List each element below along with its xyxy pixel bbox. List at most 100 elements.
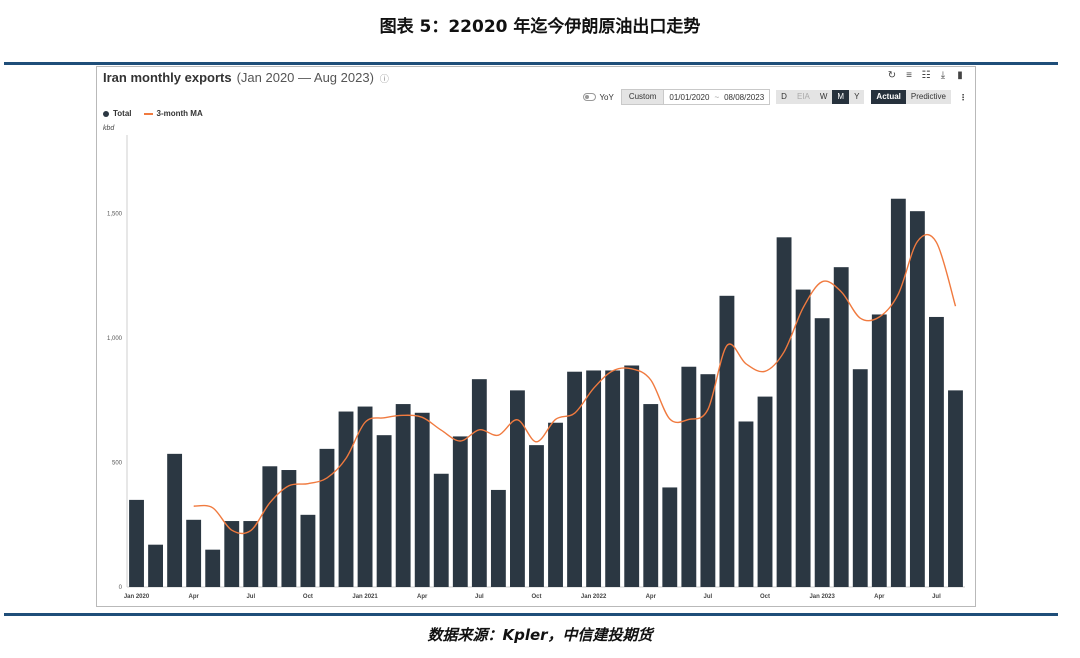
x-tick-label: Apr xyxy=(417,594,428,600)
date-from-field[interactable]: 01/01/2020 xyxy=(669,92,710,102)
granularity-d-button[interactable]: D xyxy=(781,92,787,101)
bar-total[interactable] xyxy=(529,445,544,587)
actual-mode-button[interactable]: Actual xyxy=(871,90,906,104)
bar-total[interactable] xyxy=(738,421,754,587)
bar-total[interactable] xyxy=(795,289,811,587)
bar-total[interactable] xyxy=(833,267,849,587)
x-tick-label: Jul xyxy=(475,594,484,600)
x-tick-label: Jan 2023 xyxy=(809,594,835,600)
y-axis-unit: kbd xyxy=(103,125,115,132)
x-tick-label: Oct xyxy=(531,594,541,600)
x-tick-label: Jul xyxy=(704,594,713,600)
refresh-icon[interactable]: ↻ xyxy=(887,70,897,81)
series-line-3-month-ma[interactable] xyxy=(193,233,957,535)
bar-total[interactable] xyxy=(167,453,183,587)
bar-total[interactable] xyxy=(186,519,202,587)
bar-total[interactable] xyxy=(471,379,487,587)
bar-total[interactable] xyxy=(205,549,221,587)
granularity-w-button[interactable]: W xyxy=(819,92,828,101)
chart-date-range: (Jan 2020 — Aug 2023) xyxy=(236,70,374,85)
bar-total[interactable] xyxy=(129,499,144,587)
x-tick-label: Jul xyxy=(932,594,941,600)
bar-total[interactable] xyxy=(586,370,602,587)
granularity-m-button[interactable]: M xyxy=(832,90,850,104)
yoy-toggle[interactable] xyxy=(583,93,597,101)
bar-total[interactable] xyxy=(852,369,868,587)
bar-total[interactable] xyxy=(548,422,563,587)
x-tick-label: Jan 2021 xyxy=(352,594,378,600)
bookmark-icon[interactable]: ▮ xyxy=(957,70,963,81)
date-range-picker[interactable]: Custom 01/01/2020 ~ 08/08/2023 xyxy=(620,89,771,105)
figure-title: 图表 5：22020 年迄今伊朗原油出口走势 xyxy=(379,17,701,37)
bar-total[interactable] xyxy=(948,390,963,587)
bar-total[interactable] xyxy=(510,390,525,587)
bar-total[interactable] xyxy=(890,198,906,587)
bar-total[interactable] xyxy=(814,318,830,587)
x-tick-label: Jul xyxy=(246,594,255,600)
mode-selector: Actual Predictive xyxy=(871,90,951,104)
bar-total[interactable] xyxy=(567,371,582,587)
bar-total[interactable] xyxy=(319,448,335,587)
date-separator: ~ xyxy=(714,92,720,102)
x-tick-label: Apr xyxy=(646,594,657,600)
legend-total-marker xyxy=(103,110,109,117)
bar-total[interactable] xyxy=(681,366,697,587)
bar-total[interactable] xyxy=(262,466,278,587)
chart-controls: YoY Custom 01/01/2020 ~ 08/08/2023 D EIA… xyxy=(583,89,967,105)
bar-total[interactable] xyxy=(357,406,373,587)
date-to-field[interactable]: 08/08/2023 xyxy=(724,92,765,102)
legend-total-label[interactable]: Total xyxy=(113,109,132,118)
bar-total[interactable] xyxy=(490,489,506,587)
chart-header: Iran monthly exports (Jan 2020 — Aug 202… xyxy=(103,70,389,88)
bar-total[interactable] xyxy=(452,436,468,587)
bar-total[interactable] xyxy=(148,544,163,587)
bar-total[interactable] xyxy=(643,404,659,587)
grid-icon[interactable]: ☷ xyxy=(921,70,931,81)
bar-total[interactable] xyxy=(243,521,259,587)
x-tick-label: Jan 2020 xyxy=(124,594,150,600)
bar-total[interactable] xyxy=(700,374,716,587)
x-tick-label: Apr xyxy=(874,594,885,600)
bar-total[interactable] xyxy=(395,404,411,587)
data-source: 数据来源：Kpler，中信建投期货 xyxy=(427,626,653,644)
chart-plot: 0 500 1,000 1,500 Jan 2020 Apr Jul Oct Jan 2021 A… xyxy=(107,135,965,600)
granularity-eia-button[interactable]: EIA xyxy=(796,92,810,101)
bar-total[interactable] xyxy=(909,211,925,587)
y-tick-label: 500 xyxy=(112,461,123,467)
bar-total[interactable] xyxy=(757,396,773,587)
x-tick-label: Jan 2022 xyxy=(581,594,607,600)
filter-icon[interactable]: ≡ xyxy=(906,70,912,81)
bar-total[interactable] xyxy=(414,412,430,587)
granularity-selector: D EIA W M Y xyxy=(776,90,865,104)
bar-total[interactable] xyxy=(433,473,449,587)
bar-total[interactable] xyxy=(929,316,944,587)
legend-ma-label[interactable]: 3-month MA xyxy=(156,109,203,118)
bar-total[interactable] xyxy=(338,411,354,587)
predictive-mode-button[interactable]: Predictive xyxy=(910,92,946,101)
bar-total[interactable] xyxy=(662,487,678,587)
y-tick-label: 0 xyxy=(119,585,123,591)
top-divider xyxy=(4,62,1058,65)
info-icon[interactable]: ⓘ xyxy=(379,74,389,84)
granularity-y-button[interactable]: Y xyxy=(854,92,860,101)
x-tick-label: Oct xyxy=(303,594,313,600)
more-options-icon[interactable]: ⋮ xyxy=(959,92,967,102)
bar-total[interactable] xyxy=(281,470,297,587)
yoy-label: YoY xyxy=(599,92,614,102)
bar-total[interactable] xyxy=(719,295,735,587)
bar-total[interactable] xyxy=(300,514,316,587)
bar-total[interactable] xyxy=(776,237,792,588)
download-icon[interactable]: ⤓ xyxy=(940,70,946,81)
bar-total[interactable] xyxy=(376,435,392,587)
y-tick-label: 1,500 xyxy=(107,212,123,218)
bar-total[interactable] xyxy=(605,370,621,587)
bar-total[interactable] xyxy=(871,314,887,587)
chart-title: Iran monthly exports xyxy=(103,70,232,85)
custom-range-button[interactable]: Custom xyxy=(621,90,665,104)
chart-toolbar: ↻ ≡ ☷ ⤓ ▮ xyxy=(887,70,965,81)
x-tick-label: Oct xyxy=(760,594,770,600)
bar-total[interactable] xyxy=(224,521,240,587)
bar-total[interactable] xyxy=(624,365,640,587)
y-tick-label: 1,000 xyxy=(107,336,123,342)
chart-panel: Iran monthly exports (Jan 2020 — Aug 202… xyxy=(96,66,976,607)
